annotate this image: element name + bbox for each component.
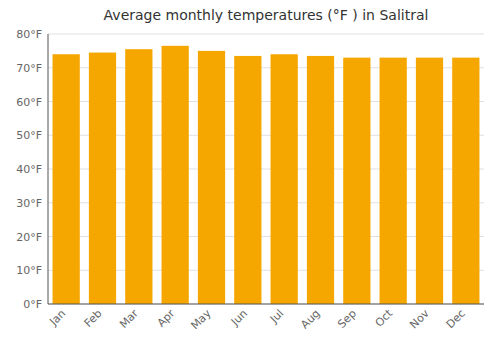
bars bbox=[53, 46, 480, 304]
bar bbox=[452, 58, 479, 304]
y-tick-label: 40°F bbox=[16, 163, 42, 176]
bar bbox=[162, 46, 189, 304]
bar bbox=[125, 49, 152, 304]
bar bbox=[271, 54, 298, 304]
x-tick-label: Sep bbox=[335, 307, 359, 331]
y-tick-label: 70°F bbox=[16, 62, 42, 75]
y-tick-label: 20°F bbox=[16, 231, 42, 244]
x-tick-label: Feb bbox=[82, 307, 105, 330]
bar bbox=[416, 58, 443, 304]
x-axis-line bbox=[48, 304, 484, 305]
bar bbox=[53, 54, 80, 304]
bar bbox=[343, 58, 370, 304]
bar bbox=[307, 56, 334, 304]
x-tick-label: Jun bbox=[228, 307, 250, 329]
y-axis: 0°F 10°F 20°F 30°F 40°F 50°F 60°F 70°F 80°F bbox=[16, 28, 42, 311]
title: Average monthly temperatures (°F ) in Sa… bbox=[104, 7, 429, 23]
bar bbox=[89, 53, 116, 304]
x-tick-label: Jul bbox=[267, 307, 286, 326]
y-tick-label: 80°F bbox=[16, 28, 42, 41]
y-tick-label: 30°F bbox=[16, 197, 42, 210]
bar bbox=[380, 58, 407, 304]
y-tick-label: 60°F bbox=[16, 96, 42, 109]
y-tick-label: 50°F bbox=[16, 129, 42, 142]
bar bbox=[234, 56, 261, 304]
x-axis: Jan Feb Mar Apr May Jun Jul Aug Sep Oct Nov Dec bbox=[46, 306, 468, 332]
grid-line bbox=[48, 34, 484, 35]
chart-container: Average monthly temperatures (°F ) in Sa… bbox=[0, 0, 500, 350]
grid-line bbox=[48, 304, 484, 305]
x-tick-label: Jan bbox=[46, 307, 68, 329]
x-tick-label: May bbox=[188, 307, 214, 333]
y-tick-label: 10°F bbox=[16, 264, 42, 277]
x-tick-label: Apr bbox=[155, 307, 178, 330]
bar bbox=[198, 51, 225, 304]
y-axis-line bbox=[48, 34, 49, 304]
x-tick-label: Oct bbox=[373, 306, 396, 329]
y-tick-label: 0°F bbox=[23, 298, 42, 311]
x-tick-label: Aug bbox=[298, 307, 322, 331]
x-tick-label: Dec bbox=[444, 307, 468, 331]
grid bbox=[48, 34, 484, 304]
x-tick-label: Nov bbox=[407, 307, 432, 332]
chart-svg: Average monthly temperatures (°F ) in Sa… bbox=[0, 0, 500, 350]
x-tick-label: Mar bbox=[117, 307, 141, 331]
